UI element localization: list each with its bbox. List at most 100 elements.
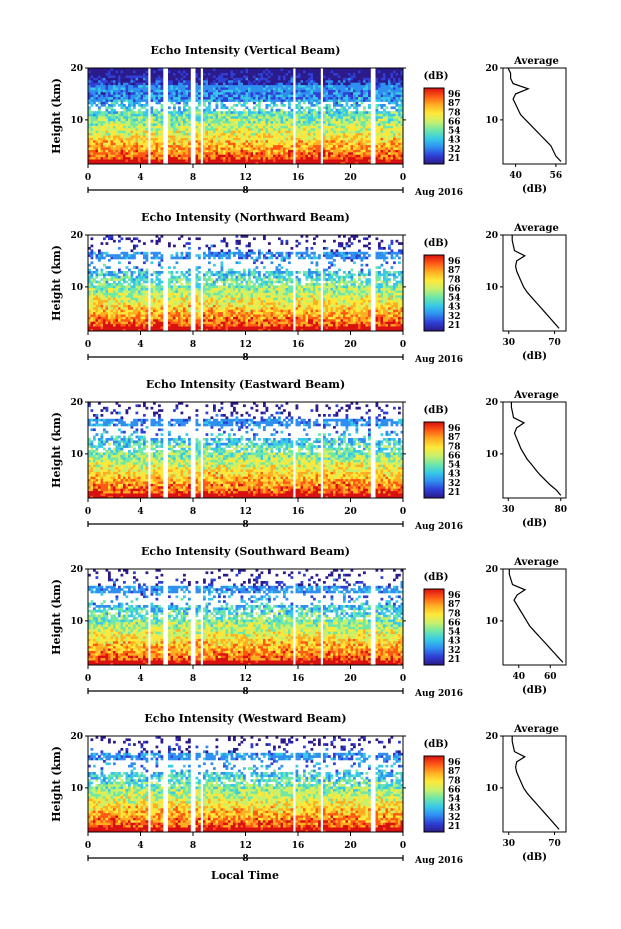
- heatmap-cell: [138, 149, 141, 153]
- heatmap-cell: [183, 89, 186, 93]
- heatmap-cell: [105, 111, 109, 114]
- heatmap-cell: [365, 89, 369, 93]
- heatmap-cell: [88, 323, 91, 327]
- heatmap-cell: [138, 75, 141, 78]
- heatmap-cell: [143, 140, 146, 143]
- heatmap-cell: [328, 130, 331, 134]
- heatmap-cell: [230, 96, 234, 100]
- heatmap-cell: [133, 271, 136, 274]
- heatmap-cell: [300, 152, 304, 155]
- heatmap-cell: [393, 147, 396, 150]
- heatmap-cell: [283, 123, 286, 126]
- heatmap-cell: [285, 72, 289, 76]
- heatmap-cell: [368, 84, 371, 88]
- heatmap-cell: [223, 140, 226, 143]
- profile-frame: [502, 67, 567, 165]
- heatmap-cell: [255, 70, 259, 74]
- heatmap-cell: [338, 128, 341, 131]
- heatmap-cell: [110, 130, 114, 134]
- heatmap-cell: [238, 87, 241, 90]
- heatmap-cell: [260, 161, 264, 165]
- heatmap-cell: [113, 278, 116, 281]
- heatmap-cell: [120, 94, 124, 98]
- heatmap-cell: [400, 101, 404, 105]
- heatmap-cell: [203, 125, 206, 129]
- heatmap-cell: [308, 149, 311, 153]
- heatmap-cell: [130, 154, 134, 158]
- heatmap-cell: [283, 137, 286, 141]
- heatmap-cell: [230, 161, 234, 165]
- heatmap-cell: [138, 154, 141, 158]
- heatmap-cell: [93, 285, 96, 289]
- heatmap-cell: [300, 80, 304, 83]
- heatmap-cell: [108, 321, 111, 325]
- heatmap-cell: [105, 299, 109, 303]
- heatmap-cell: [383, 94, 386, 98]
- heatmap-cell: [160, 108, 164, 112]
- heatmap-cell: [333, 80, 336, 83]
- heatmap-cell: [128, 135, 131, 138]
- heatmap-cell: [223, 87, 226, 90]
- heatmap-cell: [348, 144, 351, 148]
- heatmap-cell: [160, 128, 164, 131]
- heatmap-cell: [128, 152, 131, 155]
- heatmap-cell: [93, 280, 96, 284]
- heatmap-cell: [290, 128, 294, 131]
- heatmap-cell: [123, 254, 126, 257]
- heatmap-cell: [363, 92, 366, 95]
- heatmap-cell: [110, 113, 114, 117]
- heatmap-cell: [113, 132, 116, 136]
- heatmap-cell: [133, 295, 136, 298]
- heatmap-cell: [185, 80, 189, 83]
- heatmap-cell: [98, 128, 101, 131]
- heatmap-cell: [273, 161, 276, 165]
- heatmap-cell: [235, 142, 239, 146]
- heatmap-cell: [345, 130, 349, 134]
- heatmap-cell: [123, 297, 126, 301]
- heatmap-cell: [120, 295, 124, 298]
- heatmap-cell: [278, 92, 281, 95]
- heatmap-cell: [303, 137, 306, 141]
- heatmap-cell: [133, 84, 136, 88]
- heatmap-cell: [158, 132, 161, 136]
- heatmap-cell: [238, 111, 241, 114]
- heatmap-cell: [90, 70, 94, 74]
- heatmap-cell: [153, 147, 156, 150]
- heatmap-cell: [230, 132, 234, 136]
- heatmap-cell: [203, 159, 206, 162]
- heatmap-cell: [215, 135, 219, 138]
- heatmap-cell: [325, 96, 329, 100]
- heatmap-cell: [358, 161, 361, 165]
- heatmap-cell: [108, 123, 111, 126]
- heatmap-cell: [98, 120, 101, 124]
- heatmap-cell: [90, 113, 94, 117]
- heatmap-cell: [245, 82, 249, 86]
- heatmap-cell: [188, 108, 191, 112]
- heatmap-cell: [90, 254, 94, 257]
- heatmap-cell: [338, 152, 341, 155]
- heatmap-cell: [378, 68, 381, 71]
- heatmap-cell: [253, 137, 256, 141]
- heatmap-cell: [120, 77, 124, 81]
- heatmap-cell: [188, 72, 191, 76]
- heatmap-cell: [280, 120, 284, 124]
- heatmap-cell: [288, 128, 291, 131]
- heatmap-cell: [245, 147, 249, 150]
- heatmap-cell: [248, 111, 251, 114]
- heatmap-cell: [328, 144, 331, 148]
- heatmap-cell: [295, 149, 299, 153]
- heatmap-cell: [325, 94, 329, 98]
- heatmap-cell: [318, 68, 321, 71]
- heatmap-cell: [400, 159, 404, 162]
- heatmap-cell: [203, 72, 206, 76]
- heatmap-cell: [113, 307, 116, 310]
- heatmap-cell: [120, 323, 124, 327]
- colorbar-level: 66: [448, 117, 461, 127]
- heatmap-cell: [333, 132, 336, 136]
- heatmap-cell: [113, 254, 116, 257]
- heatmap-cell: [275, 149, 279, 153]
- heatmap-cell: [120, 72, 124, 76]
- heatmap-cell: [318, 144, 321, 148]
- heatmap-cell: [250, 152, 254, 155]
- heatmap-cell: [105, 84, 109, 88]
